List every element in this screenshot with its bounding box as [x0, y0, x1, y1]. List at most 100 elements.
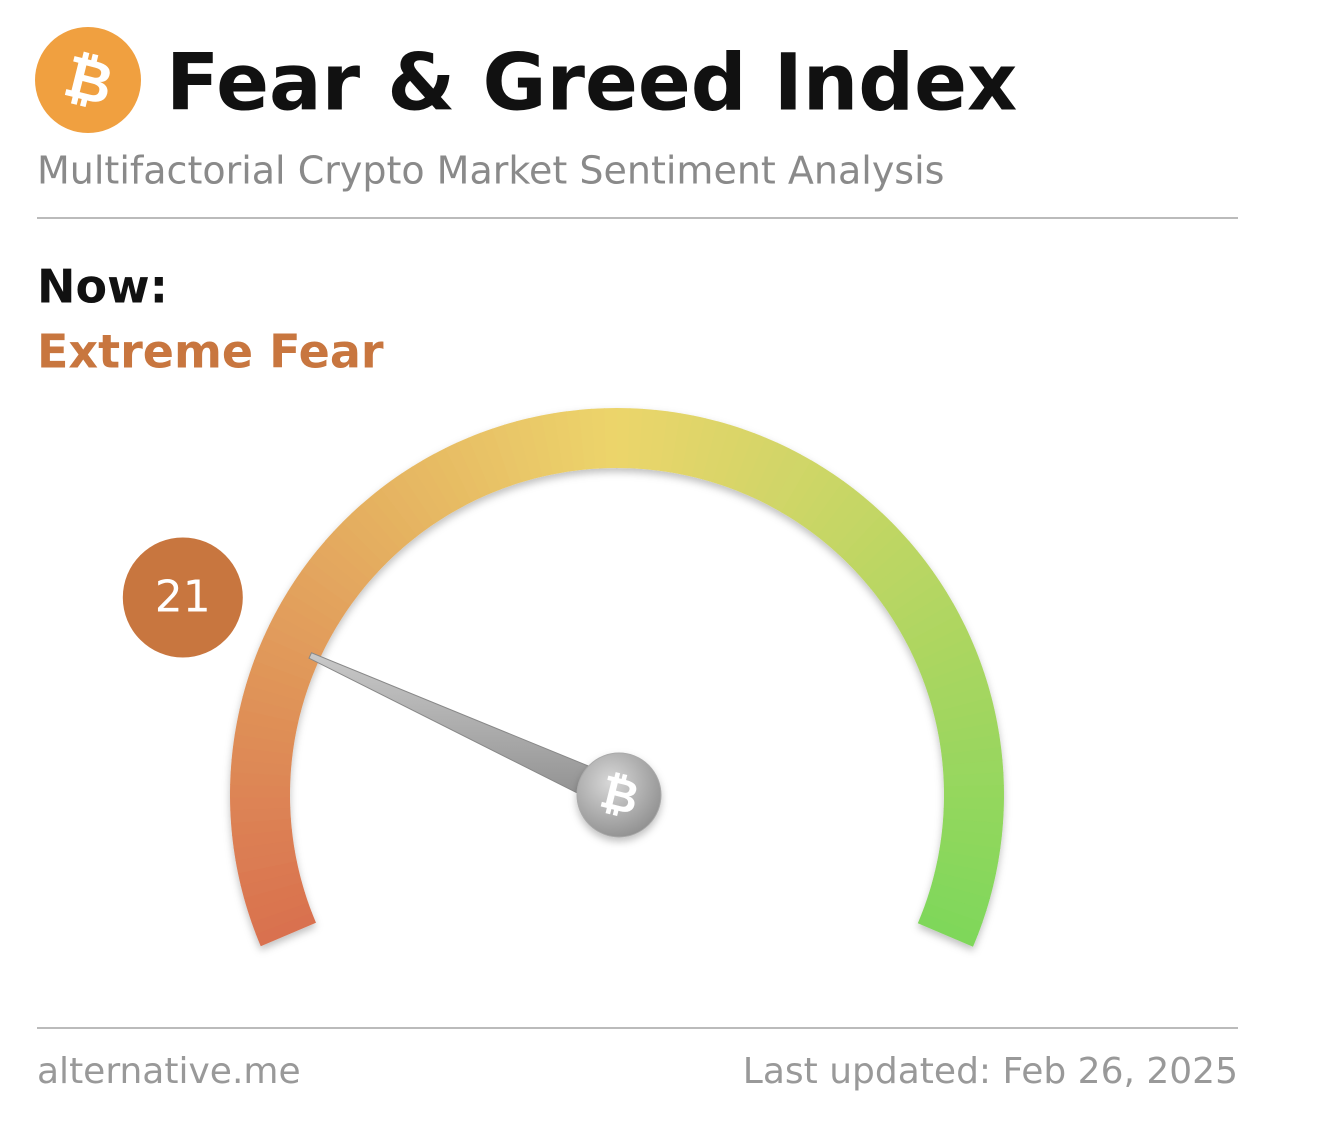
gauge-segment [712, 424, 743, 486]
gauge-segment [242, 684, 304, 713]
gauge-segment [816, 488, 864, 544]
needle-hub [576, 752, 662, 838]
gauge-segment [781, 460, 823, 519]
gauge-segment [942, 818, 1003, 837]
gauge-segment [294, 570, 351, 615]
gauge-segment [255, 912, 316, 947]
gauge-segment [856, 531, 910, 581]
gauge-segment [240, 871, 302, 899]
gauge-segment [246, 672, 307, 702]
gauge-segment [900, 603, 960, 643]
gauge-segment [627, 408, 644, 469]
gauge-segment [762, 448, 801, 508]
gauge-segment [934, 861, 996, 887]
gauge-segment [935, 709, 998, 734]
gauge-segment [939, 734, 1002, 755]
gauge-segment [504, 421, 533, 483]
gauge-segment [492, 424, 523, 486]
value-label: 21 [155, 571, 211, 622]
gauge-segment [236, 708, 299, 734]
gauge-segment [301, 560, 358, 606]
gauge-segment [659, 411, 681, 473]
gauge-segment [938, 721, 1000, 745]
gauge-segment [254, 648, 315, 682]
gauge-segment [942, 759, 1004, 777]
gauge-segment [915, 637, 976, 672]
gauge-segment [411, 459, 454, 518]
gauge-segment [943, 784, 1005, 799]
value-badge [122, 537, 243, 658]
gauge-segment [732, 433, 767, 494]
gauge-segment [895, 592, 954, 634]
gauge-segment [333, 521, 386, 573]
gauge-segment [722, 428, 755, 490]
gauge-segment [933, 697, 995, 724]
gauge-segment [233, 839, 295, 861]
gauge-segment [617, 408, 631, 469]
gauge-segment [247, 892, 309, 923]
gauge-segment [325, 531, 378, 581]
gauge-segment [928, 882, 990, 912]
gauge-segment [370, 488, 418, 543]
gauge-segment [553, 411, 575, 473]
gauge-segment [702, 421, 731, 483]
now-label: Now: [37, 260, 168, 314]
gauge-segment [649, 409, 669, 471]
gauge-segment [771, 454, 812, 513]
gauge-segment [906, 614, 966, 653]
gauge-segment [445, 442, 482, 503]
gauge-segment [742, 437, 778, 498]
gauge-segment [243, 881, 305, 911]
gauge-segment [239, 696, 301, 723]
gauge-segment [932, 871, 994, 899]
gauge-segment [235, 850, 297, 874]
logo [35, 27, 141, 133]
gauge-segment [863, 540, 918, 589]
gauge-segment [249, 660, 311, 692]
gauge-segment [604, 408, 618, 469]
gauge-segment [930, 684, 992, 713]
gauge-segment [917, 912, 979, 947]
gauge-segment [670, 413, 694, 475]
gauge-segment [237, 860, 300, 886]
gauge-segment [258, 636, 319, 672]
gauge-segment [752, 442, 790, 503]
gauge-segment [925, 892, 987, 924]
gauge-segment [825, 496, 874, 551]
gauge-segment [230, 818, 292, 836]
gauge-segment [480, 428, 512, 490]
gauge-segment [691, 418, 719, 480]
gauge-segment [351, 504, 402, 558]
gauge-segment [790, 466, 834, 524]
gauge-segment [883, 570, 941, 615]
gauge-segment [230, 796, 291, 811]
gauge-segment [269, 613, 329, 652]
gauge-segment [578, 408, 597, 470]
gauge-segment [287, 580, 345, 624]
gauge-segment [401, 466, 445, 524]
gauge-segment [877, 560, 933, 607]
gauge-segment [263, 624, 324, 662]
gauge-segment [468, 432, 502, 494]
gauge-segment [591, 408, 607, 469]
gauge-segment [274, 602, 334, 643]
gauge-segment [833, 504, 883, 558]
gauge-segment [251, 902, 312, 935]
gauge-band [230, 408, 1005, 947]
title: Fear & Greed Index [166, 38, 1017, 128]
gauge-segment [433, 447, 473, 507]
gauge-segment [937, 850, 999, 875]
gauge-segment [923, 660, 985, 693]
gauge-segment [921, 902, 983, 936]
gauge: ₿21 [122, 408, 1005, 947]
subtitle: Multifactorial Crypto Market Sentiment A… [37, 149, 944, 193]
gauge-segment [230, 771, 291, 787]
gauge-segment [638, 408, 656, 470]
gauge-segment [422, 453, 463, 513]
gauge-segment [380, 480, 427, 537]
gauge-segment [870, 550, 926, 598]
source: alternative.me [37, 1051, 301, 1092]
gauge-segment [910, 625, 971, 663]
gauge-segment [681, 415, 706, 477]
gauge-segment [808, 481, 854, 537]
